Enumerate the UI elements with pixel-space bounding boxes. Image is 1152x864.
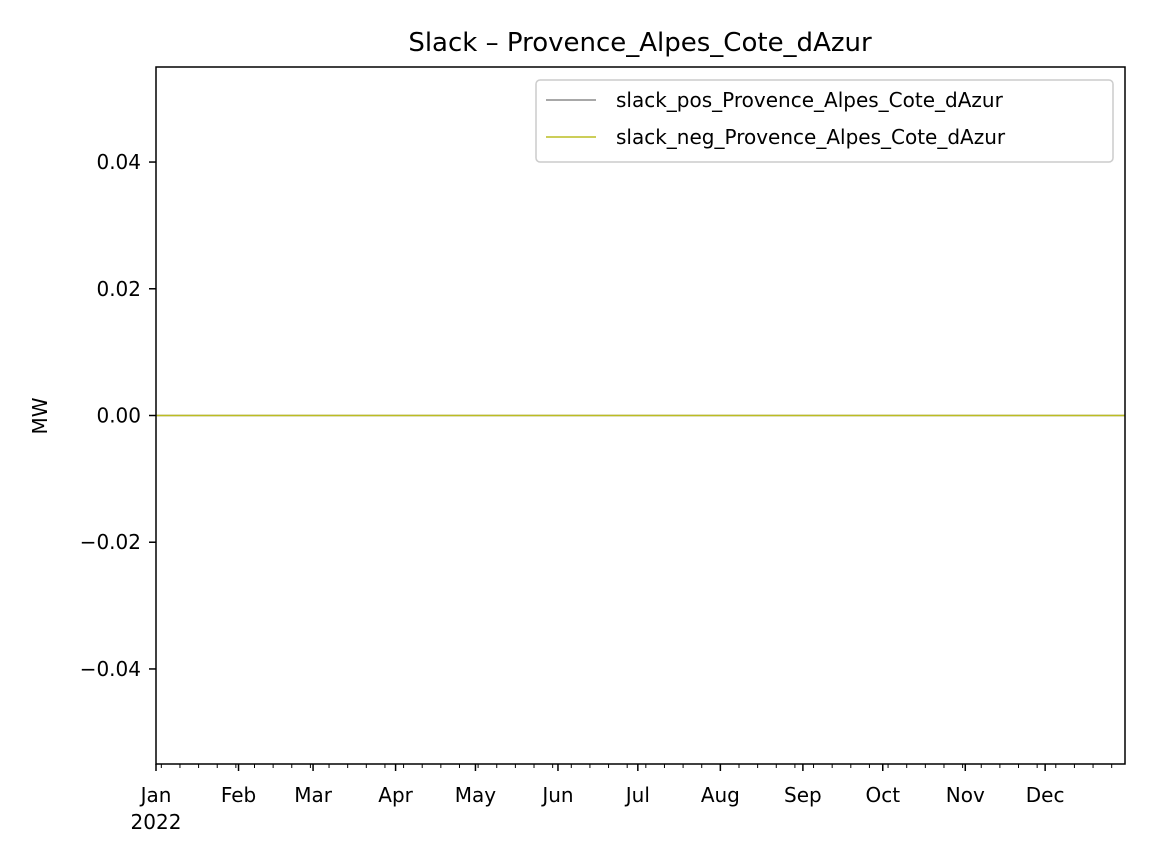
y-tick-label: 0.04	[96, 150, 141, 174]
x-tick-label: Jun	[540, 783, 573, 807]
x-tick-label: Nov	[946, 783, 985, 807]
x-tick-label: Mar	[294, 783, 333, 807]
x-year-label: 2022	[131, 810, 182, 834]
x-tick-label: Oct	[865, 783, 900, 807]
legend-box	[535, 79, 1114, 163]
x-tick-label: May	[455, 783, 497, 807]
y-axis-label: MW	[28, 397, 52, 434]
x-tick-label: Sep	[784, 783, 822, 807]
y-tick-label: 0.00	[96, 404, 141, 428]
legend-label: slack_neg_Provence_Alpes_Cote_dAzur	[616, 125, 1006, 149]
plot-frame	[155, 66, 1126, 765]
y-axis: 0.04 0.02 0.00 −0.02 −0.04	[80, 150, 156, 681]
x-tick-label: Aug	[701, 783, 740, 807]
chart-title: Slack – Provence_Alpes_Cote_dAzur	[408, 28, 872, 58]
x-tick-label: Apr	[378, 783, 413, 807]
legend-label: slack_pos_Provence_Alpes_Cote_dAzur	[616, 88, 1004, 112]
legend: slack_pos_Provence_Alpes_Cote_dAzurslack…	[535, 79, 1114, 163]
x-tick-label: Dec	[1026, 783, 1065, 807]
y-tick-label: −0.02	[80, 530, 141, 554]
y-tick-label: −0.04	[80, 657, 141, 681]
y-tick-label: 0.02	[96, 277, 141, 301]
x-tick-label: Feb	[221, 783, 256, 807]
x-tick-label: Jan	[139, 783, 172, 807]
x-axis: Jan Feb Mar Apr May Jun Jul Aug Sep Oct Nov Dec 2022	[131, 764, 1113, 834]
x-tick-label: Jul	[624, 783, 650, 807]
